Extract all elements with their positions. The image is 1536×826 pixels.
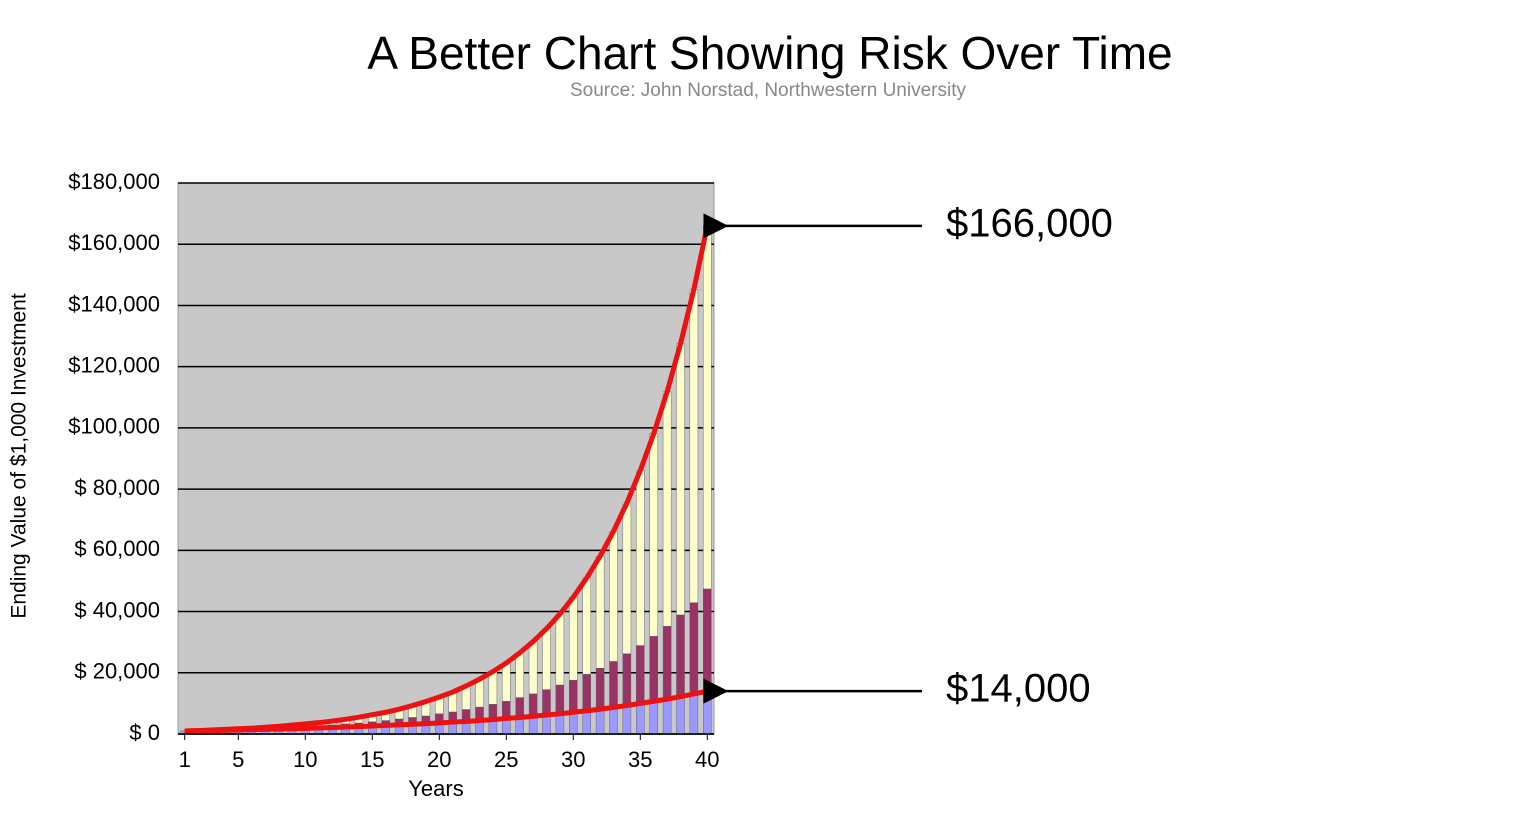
bar-segment: [703, 588, 712, 692]
annotation-label: $14,000: [946, 667, 1091, 711]
bar-segment: [662, 626, 672, 700]
y-tick-label: $ 60,000: [74, 536, 160, 561]
bar-segment: [595, 709, 605, 735]
bar-segment: [542, 714, 551, 735]
bar-segment: [582, 710, 591, 735]
bar-segment: [595, 667, 605, 710]
y-tick-label: $120,000: [68, 352, 160, 377]
bar-segment: [676, 343, 685, 616]
y-tick-label: $180,000: [68, 169, 160, 194]
bar-segment: [502, 662, 511, 702]
bar-segment: [528, 641, 538, 695]
bar-segment: [569, 712, 578, 735]
bar-segment: [676, 696, 685, 735]
y-axis-label: Ending Value of $1,000 Investment: [8, 293, 31, 619]
bar-segment: [622, 705, 632, 735]
y-tick-label: $ 80,000: [74, 475, 160, 500]
bar-segment: [555, 713, 565, 735]
bar-segment: [569, 596, 578, 681]
x-tick-label: 40: [695, 747, 719, 772]
bar-segment: [582, 674, 591, 711]
y-tick-label: $140,000: [68, 291, 160, 316]
x-tick-label: 30: [561, 747, 585, 772]
y-tick-label: $160,000: [68, 230, 160, 255]
bar-segment: [689, 693, 699, 735]
bar-segment: [582, 577, 591, 675]
bar-segment: [649, 636, 658, 702]
chart-title: A Better Chart Showing Risk Over Time: [367, 27, 1172, 79]
bar-segment: [703, 225, 712, 590]
bar-segment: [649, 701, 658, 735]
chart-subtitle: Source: John Norstad, Northwestern Unive…: [570, 80, 966, 101]
bar-segment: [662, 698, 672, 735]
bar-segment: [609, 661, 618, 708]
plot-area: [177, 182, 715, 735]
bar-segment: [622, 653, 632, 706]
y-tick-label: $ 0: [129, 720, 160, 745]
bar-segment: [569, 679, 578, 713]
bar-segment: [662, 391, 672, 627]
bar-segment: [488, 671, 498, 705]
x-axis-label: Years: [408, 776, 463, 801]
y-tick-label: $ 20,000: [74, 659, 160, 684]
bar-segment: [649, 433, 658, 637]
bar-segment: [689, 289, 699, 603]
bar-segment: [595, 555, 605, 669]
bar-segment: [609, 707, 618, 735]
bar-segment: [555, 613, 565, 686]
annotation-label: $166,000: [946, 201, 1113, 245]
x-tick-label: 10: [293, 747, 317, 772]
x-tick-label: 35: [628, 747, 652, 772]
y-tick-label: $100,000: [68, 414, 160, 439]
bar-segment: [609, 531, 618, 662]
bar-segment: [515, 697, 524, 718]
x-tick-label: 25: [494, 747, 518, 772]
bar-segment: [555, 684, 565, 714]
x-tick-label: 5: [232, 747, 244, 772]
bar-segment: [542, 689, 551, 716]
bar-segment: [622, 502, 632, 654]
bar-segment: [636, 645, 645, 704]
x-tick-label: 1: [179, 747, 191, 772]
bar-segment: [636, 703, 645, 735]
bar-segment: [636, 470, 645, 646]
y-tick-label: $ 40,000: [74, 597, 160, 622]
line: [184, 688, 708, 734]
bar-segment: [542, 628, 551, 690]
bar-segment: [689, 602, 699, 695]
bar-segment: [528, 693, 538, 717]
bar-segment: [515, 652, 524, 698]
x-tick-label: 20: [427, 747, 451, 772]
bar-segment: [703, 690, 712, 735]
x-tick-label: 15: [360, 747, 384, 772]
bar-segment: [676, 614, 685, 697]
